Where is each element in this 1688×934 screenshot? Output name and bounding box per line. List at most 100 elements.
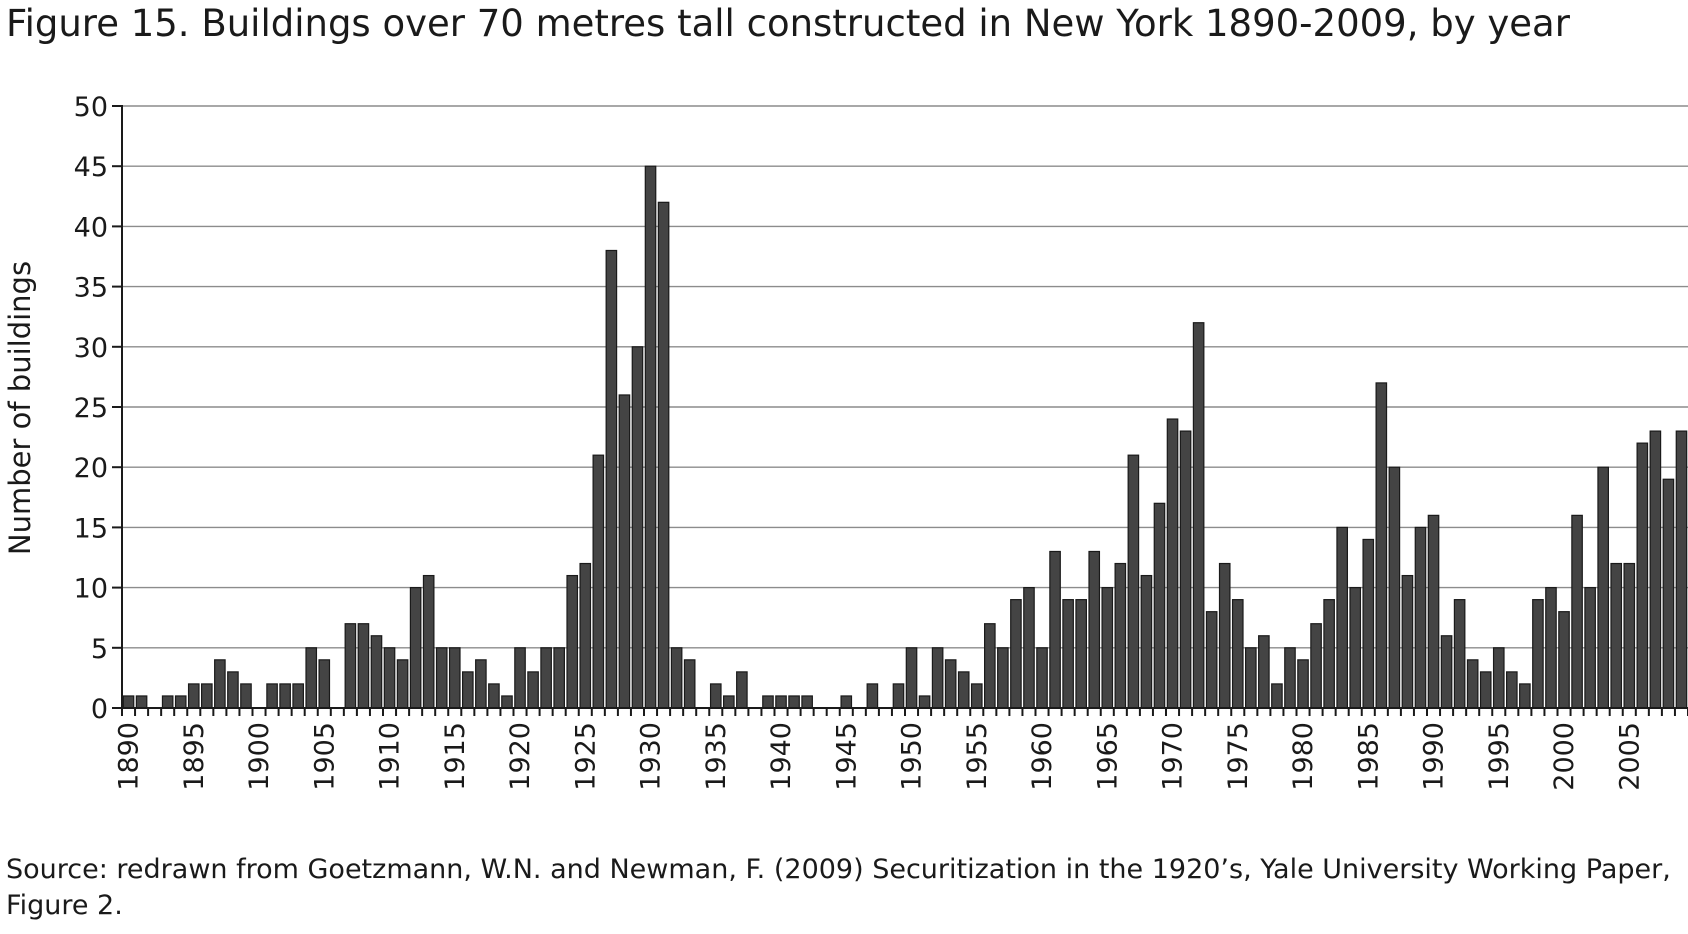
bar-1941 — [788, 695, 800, 709]
x-tick-label: 1895 — [179, 722, 210, 791]
x-tick-label: 1935 — [701, 722, 732, 791]
bar-1940 — [775, 695, 787, 709]
bar-1905 — [318, 659, 331, 709]
y-tick-label: 20 — [74, 453, 108, 484]
bar-1939 — [762, 695, 774, 709]
bar-1903 — [292, 683, 304, 709]
bar-1972 — [1192, 322, 1205, 709]
bar-1931 — [657, 201, 670, 709]
y-tick-label: 25 — [74, 393, 108, 424]
bar-2006 — [1636, 442, 1649, 709]
bar-1936 — [723, 695, 735, 709]
bar-1965 — [1101, 586, 1114, 709]
bar-2000 — [1558, 611, 1570, 709]
bar-1890 — [122, 695, 135, 709]
bar-1902 — [279, 683, 291, 709]
bar-1997 — [1519, 683, 1531, 709]
y-tick-label: 40 — [74, 212, 108, 243]
bar-1927 — [605, 249, 618, 709]
bar-1964 — [1088, 550, 1101, 709]
bar-1978 — [1271, 683, 1283, 709]
bar-1959 — [1023, 586, 1035, 709]
bar-1949 — [892, 683, 905, 709]
bar-2007 — [1649, 430, 1662, 709]
bar-2003 — [1597, 466, 1609, 709]
bar-1985 — [1362, 538, 1375, 709]
bar-1955 — [970, 683, 983, 709]
y-axis-label: Number of buildings — [3, 261, 37, 555]
bar-1907 — [344, 623, 357, 709]
bar-2004 — [1610, 562, 1623, 709]
x-tick-label: 1960 — [1027, 722, 1058, 791]
x-tick-label: 1970 — [1158, 722, 1189, 791]
x-tick-label: 1965 — [1092, 722, 1123, 791]
bar-1991 — [1440, 635, 1453, 709]
y-tick-label: 15 — [74, 513, 108, 544]
bar-1912 — [409, 586, 422, 709]
bar-1996 — [1506, 671, 1518, 709]
y-tick-label: 30 — [74, 333, 108, 364]
bar-1929 — [631, 346, 644, 709]
bar-1930 — [644, 165, 657, 709]
x-tick-label: 1890 — [114, 722, 145, 791]
bar-1933 — [683, 659, 696, 709]
x-tick-label: 1945 — [831, 722, 862, 791]
bar-1904 — [305, 647, 318, 709]
bar-1967 — [1127, 454, 1140, 709]
bar-1983 — [1336, 526, 1348, 709]
bar-1958 — [1010, 599, 1022, 709]
chart-title: Figure 15. Buildings over 70 metres tall… — [6, 2, 1570, 45]
bar-1921 — [527, 671, 539, 709]
bar-1891 — [135, 695, 148, 709]
x-tick-label: 1955 — [962, 722, 993, 791]
bar-1971 — [1179, 430, 1192, 709]
x-tick-label: 1925 — [570, 722, 601, 791]
bar-1975 — [1231, 599, 1244, 709]
bar-1956 — [984, 623, 996, 709]
bar-1999 — [1545, 586, 1557, 709]
bar-1894 — [174, 695, 187, 709]
x-tick-labels: 1890 1895 1900 1905 1910 1915 1920 1925 1930 1935… — [114, 722, 1646, 791]
bar-1910 — [383, 647, 396, 709]
bar-1987 — [1388, 466, 1401, 709]
bar-1994 — [1479, 671, 1492, 709]
bars — [122, 165, 1688, 709]
x-tick-label: 1915 — [440, 722, 471, 791]
x-tick-label: 1995 — [1484, 722, 1515, 791]
bar-1893 — [161, 695, 174, 709]
bar-1895 — [187, 683, 200, 709]
x-tick-label: 1990 — [1419, 722, 1450, 791]
bar-1917 — [475, 659, 487, 709]
bar-1966 — [1114, 562, 1127, 709]
x-tick-label: 1980 — [1288, 722, 1319, 791]
x-tick-label: 1985 — [1353, 722, 1384, 791]
bar-1950 — [905, 647, 918, 709]
bar-1989 — [1414, 526, 1427, 709]
x-tick-label: 2000 — [1549, 722, 1580, 791]
bar-1925 — [579, 562, 592, 709]
bar-1918 — [488, 683, 500, 709]
bar-1919 — [501, 695, 513, 709]
bar-1916 — [462, 671, 474, 709]
bar-1911 — [396, 659, 409, 709]
y-tick-label: 10 — [74, 574, 108, 605]
bar-1901 — [266, 683, 278, 709]
bar-1970 — [1166, 418, 1179, 709]
y-tick-label: 45 — [74, 152, 108, 183]
bar-1920 — [514, 647, 526, 709]
bar-1957 — [997, 647, 1009, 709]
bar-1988 — [1401, 574, 1414, 709]
bar-1995 — [1492, 647, 1505, 709]
bar-1968 — [1140, 574, 1153, 709]
bar-1923 — [553, 647, 565, 709]
bar-1951 — [918, 695, 931, 709]
bar-1922 — [540, 647, 552, 709]
bar-1913 — [422, 574, 435, 709]
y-tick-label: 0 — [91, 694, 108, 725]
bar-1973 — [1205, 611, 1218, 709]
bar-2009 — [1675, 430, 1688, 709]
bar-1986 — [1375, 382, 1388, 709]
bar-1915 — [448, 647, 461, 709]
bar-1969 — [1153, 502, 1166, 709]
